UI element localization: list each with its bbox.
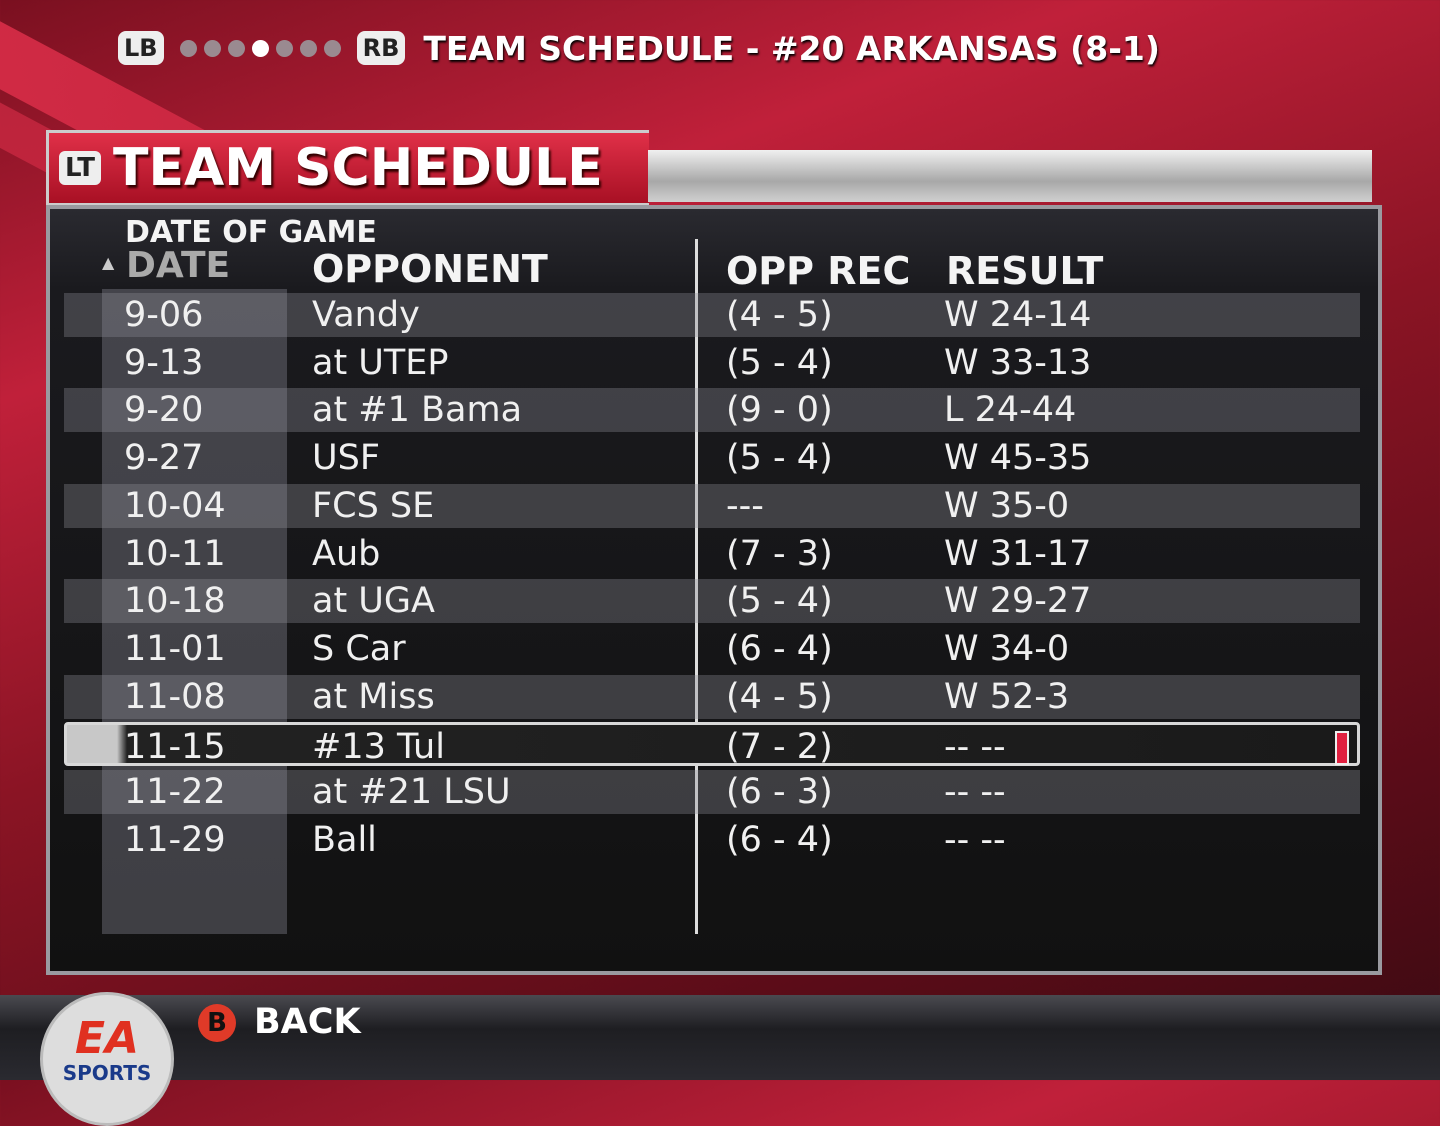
row-date: 11-01 <box>124 628 226 669</box>
row-opp-rec: (4 - 5) <box>726 295 833 335</box>
header-rail <box>648 150 1372 202</box>
b-button-icon[interactable]: B <box>198 1004 236 1042</box>
row-opp-rec: (6 - 4) <box>726 628 833 669</box>
row-date: 9-27 <box>124 438 204 479</box>
page-dot[interactable] <box>275 39 293 57</box>
sort-label: DATE OF GAME <box>125 215 377 250</box>
lb-button[interactable]: LB <box>118 31 164 65</box>
row-date: 9-13 <box>124 342 204 383</box>
table-row[interactable]: 9-20 at #1 Bama (9 - 0) L 24-44 <box>64 388 1360 433</box>
lt-button[interactable]: LT <box>59 151 101 185</box>
table-row[interactable]: 11-29 Ball (6 - 4) -- -- <box>64 818 1360 862</box>
header-result[interactable]: RESULT <box>946 249 1104 293</box>
row-date: 9-20 <box>124 390 204 431</box>
row-result: -- -- <box>944 819 1006 860</box>
row-date: 10-18 <box>124 581 226 622</box>
row-result: L 24-44 <box>944 390 1077 431</box>
row-opp-rec: --- <box>726 485 764 526</box>
table-row[interactable]: 11-22 at #21 LSU (6 - 3) -- -- <box>64 770 1360 814</box>
row-opp-rec: (4 - 5) <box>726 676 833 717</box>
page-dot[interactable] <box>203 39 221 57</box>
row-date: 11-15 <box>124 727 226 768</box>
row-opp-rec: (6 - 3) <box>726 772 833 812</box>
header-opp-rec[interactable]: OPP REC <box>726 249 911 293</box>
screen-title: TEAM SCHEDULE - #20 ARKANSAS (8-1) <box>423 28 1160 68</box>
row-result: W 35-0 <box>944 485 1070 526</box>
row-opponent: Vandy <box>312 295 420 335</box>
row-opponent: USF <box>312 438 380 479</box>
row-opponent: S Car <box>312 628 406 669</box>
ea-logo-subtext: SPORTS <box>62 1061 152 1085</box>
row-date: 11-08 <box>124 676 226 717</box>
row-opp-rec: (7 - 2) <box>726 727 833 768</box>
table-row-selected[interactable]: 11-15 #13 Tul (7 - 2) -- -- <box>64 722 1360 768</box>
row-opponent: at Miss <box>312 676 435 717</box>
panel-title: TEAM SCHEDULE <box>113 138 603 198</box>
column-divider <box>695 239 698 934</box>
table-row[interactable]: 10-18 at UGA (5 - 4) W 29-27 <box>64 579 1360 624</box>
row-result: W 52-3 <box>944 676 1070 717</box>
row-opponent: #13 Tul <box>312 727 445 768</box>
row-result: W 34-0 <box>944 628 1070 669</box>
table-row[interactable]: 10-04 FCS SE --- W 35-0 <box>64 483 1360 528</box>
rb-button[interactable]: RB <box>356 31 406 65</box>
row-result: W 45-35 <box>944 438 1092 479</box>
date-column-shade <box>102 289 287 934</box>
row-opponent: Ball <box>312 819 377 860</box>
table-row[interactable]: 10-11 Aub (7 - 3) W 31-17 <box>64 532 1360 576</box>
row-date: 9-06 <box>124 295 204 335</box>
row-opponent: Aub <box>312 533 381 574</box>
table-row[interactable]: 9-27 USF (5 - 4) W 45-35 <box>64 436 1360 480</box>
row-date: 11-22 <box>124 772 226 812</box>
top-bar: LB RB TEAM SCHEDULE - #20 ARKANSAS (8-1) <box>118 28 1160 68</box>
triangle-up-icon: ▲ <box>102 253 115 272</box>
row-opponent: at #21 LSU <box>312 772 511 812</box>
row-result: W 33-13 <box>944 342 1092 383</box>
footer-bar <box>0 995 1440 1080</box>
header-opponent[interactable]: OPPONENT <box>312 247 548 291</box>
page-dot[interactable] <box>323 39 341 57</box>
row-opp-rec: (5 - 4) <box>726 438 833 479</box>
page-dot[interactable] <box>179 39 197 57</box>
header-date[interactable]: DATE <box>126 245 231 286</box>
page-dot[interactable] <box>299 39 317 57</box>
row-opp-rec: (9 - 0) <box>726 390 833 431</box>
row-result: W 24-14 <box>944 295 1092 335</box>
page-dots <box>179 39 341 57</box>
row-opp-rec: (6 - 4) <box>726 819 833 860</box>
row-opp-rec: (5 - 4) <box>726 342 833 383</box>
row-date: 10-11 <box>124 533 226 574</box>
table-row[interactable]: 11-01 S Car (6 - 4) W 34-0 <box>64 627 1360 671</box>
row-opponent: FCS SE <box>312 485 435 526</box>
row-opp-rec: (5 - 4) <box>726 581 833 622</box>
back-button[interactable]: BACK <box>254 1002 361 1042</box>
page-dot[interactable] <box>227 39 245 57</box>
table-row[interactable]: 9-13 at UTEP (5 - 4) W 33-13 <box>64 341 1360 385</box>
row-result: W 29-27 <box>944 581 1092 622</box>
ea-sports-logo: EA SPORTS <box>40 992 174 1126</box>
table-row[interactable]: 11-08 at Miss (4 - 5) W 52-3 <box>64 674 1360 719</box>
row-opponent: at #1 Bama <box>312 390 523 431</box>
table-row[interactable]: 9-06 Vandy (4 - 5) W 24-14 <box>64 293 1360 337</box>
schedule-panel: DATE OF GAME ▲ DATE OPPONENT OPP REC RES… <box>46 205 1382 975</box>
ea-logo-text: EA <box>74 1013 140 1064</box>
row-date: 11-29 <box>124 819 226 860</box>
selection-indicator <box>1335 731 1349 766</box>
row-result: -- -- <box>944 727 1006 768</box>
row-opp-rec: (7 - 3) <box>726 533 833 574</box>
panel-header: LT TEAM SCHEDULE <box>46 130 649 206</box>
page-dot[interactable] <box>251 39 269 57</box>
row-result: -- -- <box>944 772 1006 812</box>
row-opponent: at UTEP <box>312 342 449 383</box>
row-result: W 31-17 <box>944 533 1092 574</box>
row-opponent: at UGA <box>312 581 435 622</box>
row-date: 10-04 <box>124 485 226 526</box>
